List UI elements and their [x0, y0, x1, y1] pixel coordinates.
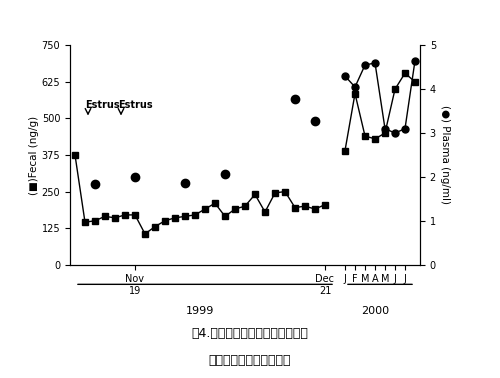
Y-axis label: (■)Fecal (ng/g): (■)Fecal (ng/g)	[29, 115, 39, 195]
Y-axis label: (●) Plasma (ng/ml): (●) Plasma (ng/ml)	[440, 105, 450, 204]
Text: 2000: 2000	[361, 306, 389, 316]
Text: 図4.　妊娠シカの血中および糞中: 図4. 妊娠シカの血中および糞中	[192, 327, 308, 340]
Text: プロジェステロンの推移: プロジェステロンの推移	[209, 354, 291, 367]
Text: Estrus: Estrus	[118, 100, 152, 110]
Text: Estrus: Estrus	[85, 100, 119, 110]
Text: 1999: 1999	[186, 306, 214, 316]
